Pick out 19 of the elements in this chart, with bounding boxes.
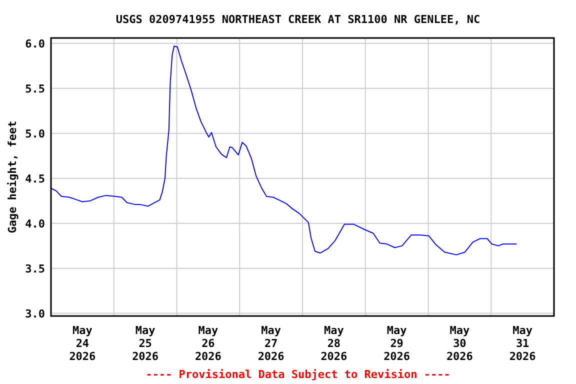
y-tick-label: 5.0 (25, 127, 45, 140)
x-tick-label: May 24 2026 (69, 324, 96, 363)
x-tick-label: May 29 2026 (384, 324, 410, 363)
x-tick-label: May 30 2026 (446, 324, 474, 363)
x-tick-label: May 26 2026 (194, 324, 222, 363)
text: ---- Provisional Data Subject to Revision ---- (146, 368, 450, 381)
y-tick-label: 4.5 (25, 172, 45, 186)
x-tick-label: May 31 2026 (509, 324, 536, 363)
y-tick-label: 5.5 (25, 82, 45, 96)
y-axis-title: Gage height, feet (6, 120, 19, 234)
y-tick-label: 6.0 (25, 37, 45, 50)
chart-title: USGS 0209741955 NORTHEAST CREEK AT SR1100 NR GENLEE, NC (116, 13, 480, 26)
y-tick-label: 3.5 (25, 262, 45, 276)
line-series (50, 46, 518, 256)
y-tick-label: 4.0 (25, 217, 45, 230)
y-tick-label: 3.0 (25, 307, 45, 320)
x-tick-label: May 27 2026 (258, 324, 285, 363)
x-tick-label: May 25 2026 (132, 324, 159, 363)
x-tick-label: May 28 2026 (320, 324, 348, 363)
